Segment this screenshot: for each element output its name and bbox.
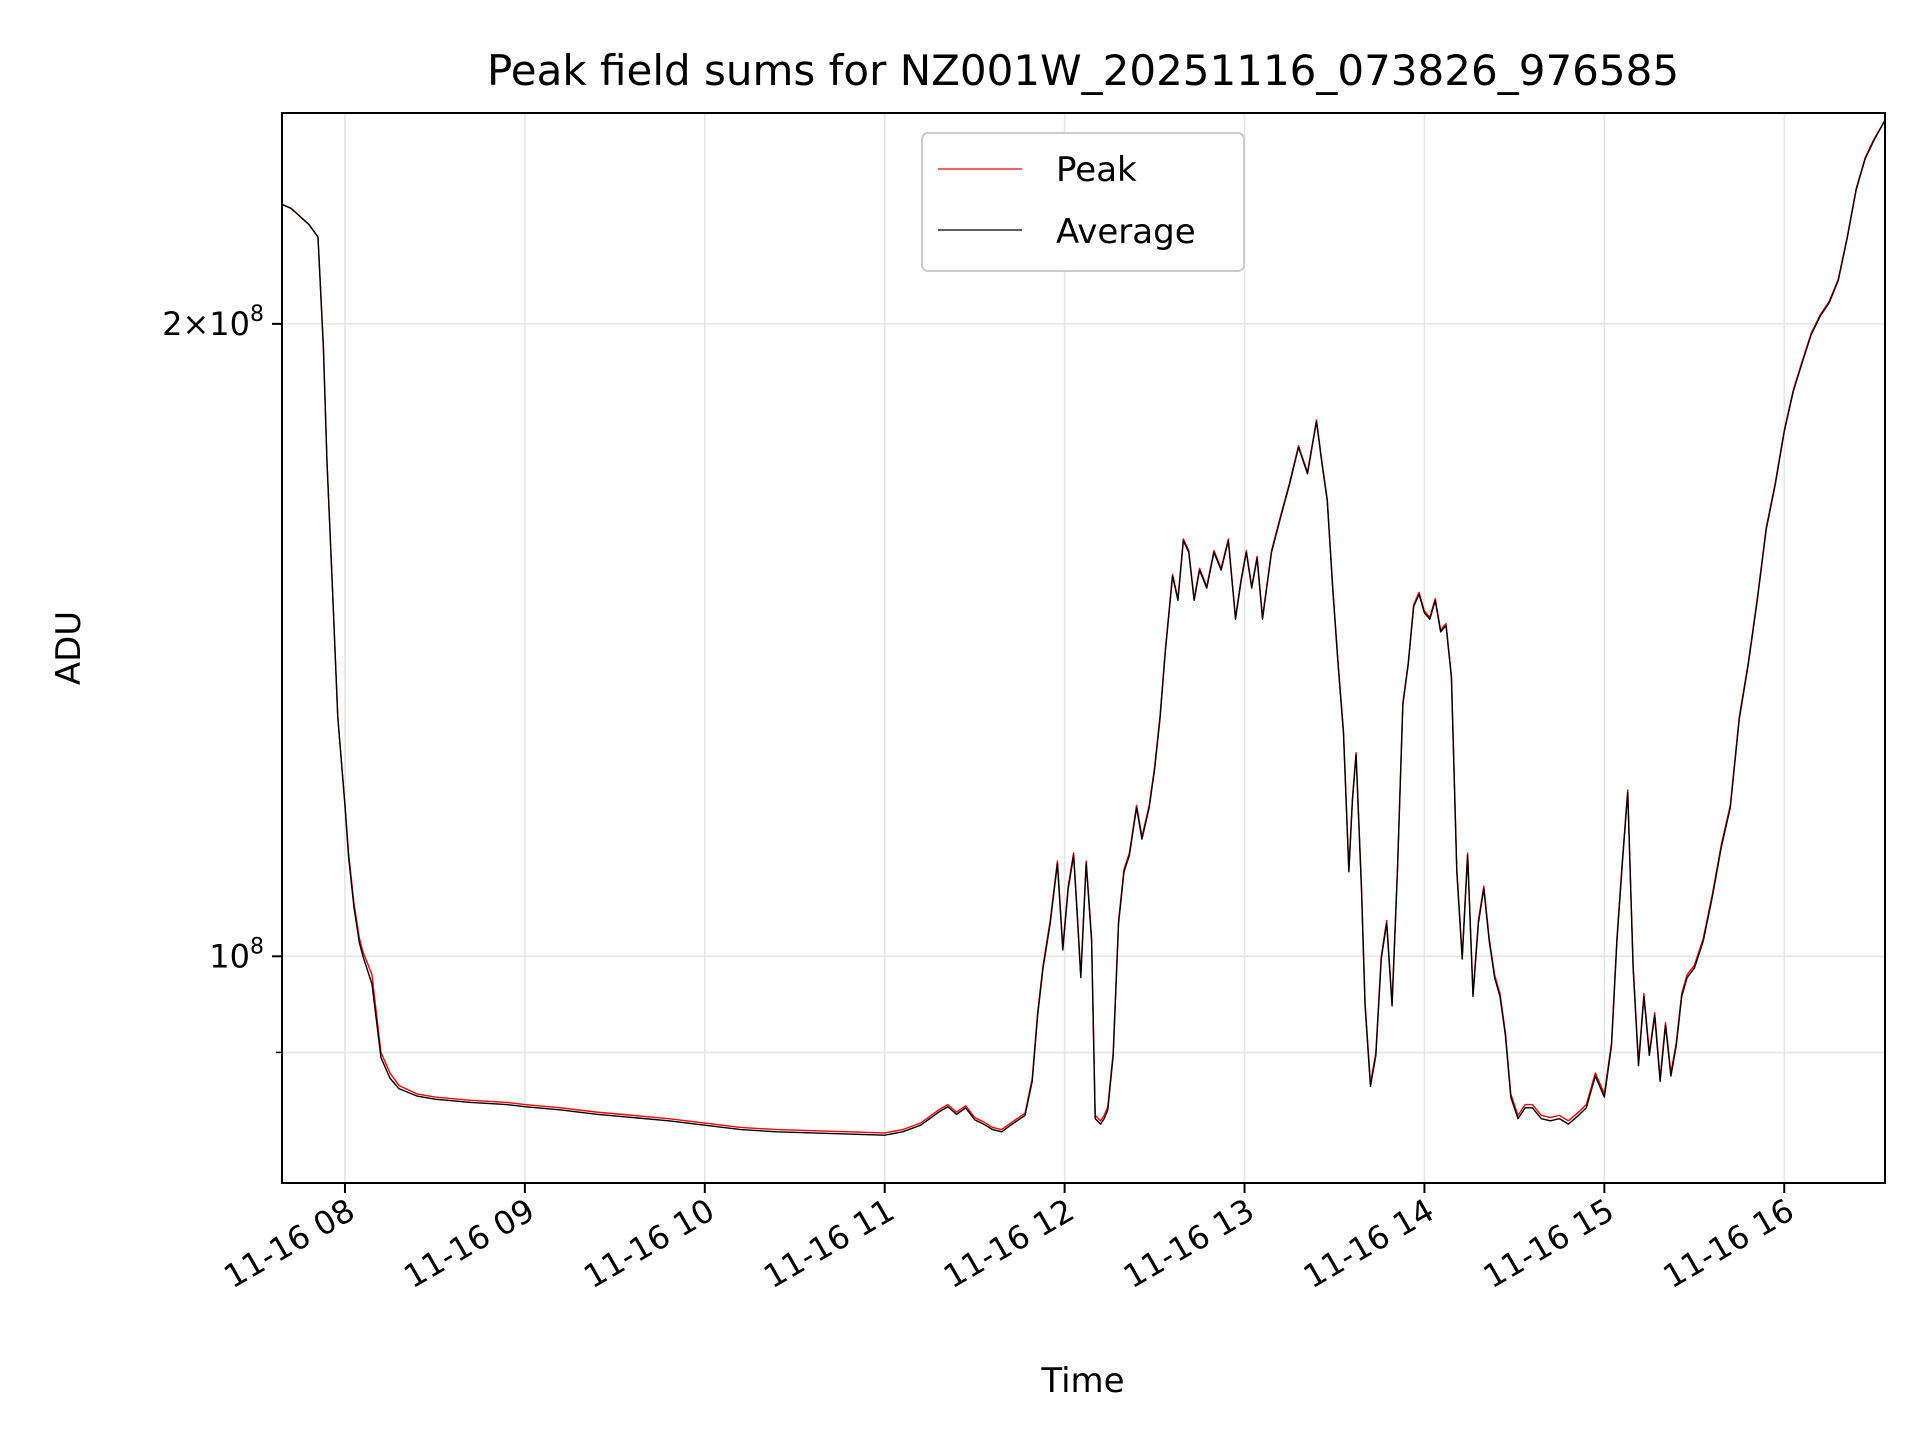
y-tick-exponent: 8 (250, 302, 264, 327)
series-layer (282, 119, 1885, 1136)
grid-layer (282, 113, 1885, 1183)
legend-box (921, 132, 1245, 272)
x-axis-label: Time (1040, 1361, 1124, 1401)
y-tick-coef: 2 (162, 305, 182, 343)
legend: Peak Average (921, 132, 1245, 272)
y-tick-base: 10 (209, 305, 250, 343)
plot-frame (281, 112, 1886, 1184)
series-line-average (282, 119, 1885, 1136)
y-axis-label: ADU (49, 611, 89, 685)
y-tick-base: 10 (209, 937, 250, 975)
chart-title: Peak field sums for NZ001W_20251116_0738… (487, 46, 1679, 95)
legend-label-average: Average (1056, 212, 1196, 252)
y-tick-exponent: 8 (250, 934, 264, 959)
y-tick-label: 108 (209, 934, 264, 975)
y-tick-times: × (182, 305, 209, 343)
y-tick-label: 2×108 (162, 302, 264, 343)
legend-label-peak: Peak (1056, 150, 1137, 190)
